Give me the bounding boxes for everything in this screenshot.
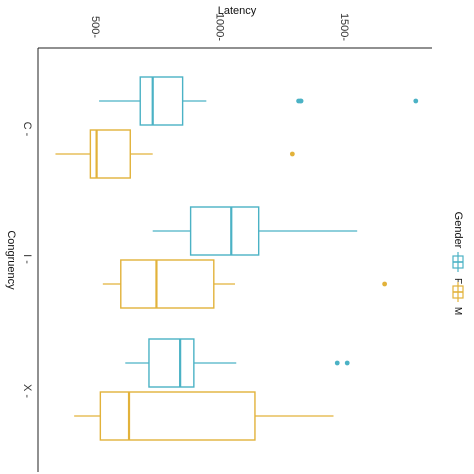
outlier-point — [382, 281, 388, 287]
box-M-I — [102, 259, 388, 309]
box-iqr — [99, 391, 256, 441]
x-axis-ticks: 500- 1000- 1500- — [89, 13, 350, 41]
outlier-point — [298, 98, 304, 104]
x-tick-label: 1000- — [214, 13, 226, 41]
box-iqr — [120, 259, 215, 309]
y-axis-title: Congruency — [5, 230, 17, 290]
box-iqr — [189, 206, 260, 256]
outlier-point — [344, 360, 350, 366]
y-tick-label: X - — [21, 384, 33, 398]
outlier-point — [413, 98, 419, 104]
plot-area — [55, 76, 419, 441]
legend-label: F — [452, 278, 463, 284]
x-axis-title: Latency — [218, 5, 257, 17]
y-axis-ticks: C - I - X - — [21, 122, 33, 399]
box-F-I — [152, 206, 358, 256]
box-F-C — [99, 76, 419, 126]
legend: Gender F M — [452, 212, 464, 316]
legend-title: Gender — [452, 212, 464, 249]
x-tick-label: 500- — [89, 16, 101, 38]
box-M-X — [74, 391, 334, 441]
legend-label: M — [452, 307, 463, 315]
legend-entry-M: M — [452, 282, 464, 315]
x-tick-label: 1500- — [338, 13, 350, 41]
box-iqr — [148, 338, 195, 388]
outlier-point — [334, 360, 340, 366]
y-tick-label: C - — [21, 122, 33, 137]
outlier-point — [289, 151, 295, 157]
box-F-X — [125, 338, 350, 388]
box-M-C — [55, 129, 295, 179]
y-tick-label: I - — [21, 254, 33, 264]
legend-entry-F: F — [452, 252, 464, 284]
box-iqr — [89, 129, 131, 179]
box-iqr — [139, 76, 184, 126]
